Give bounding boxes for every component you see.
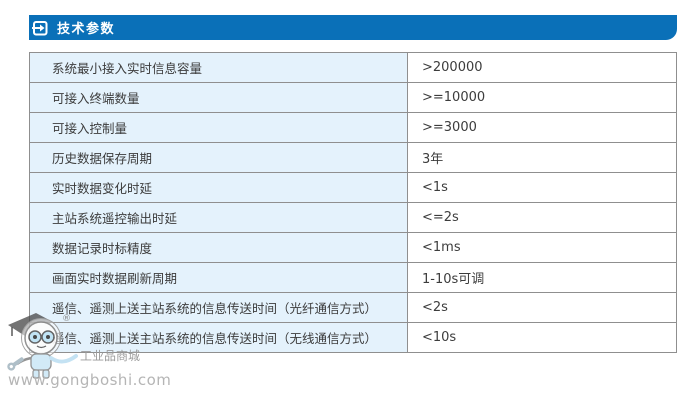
table-row: 系统最小接入实时信息容量 >200000 <box>30 53 676 83</box>
spec-table: 系统最小接入实时信息容量 >200000 可接入终端数量 >=10000 可接入… <box>29 52 677 353</box>
param-value: <1ms <box>408 233 676 262</box>
param-label: 系统最小接入实时信息容量 <box>30 53 408 82</box>
table-row: 历史数据保存周期 3年 <box>30 143 676 173</box>
param-value: >=10000 <box>408 83 676 112</box>
param-value: <10s <box>408 323 676 352</box>
param-label: 遥信、遥测上送主站系统的信息传送时间（无线通信方式） <box>30 323 408 352</box>
table-row: 实时数据变化时延 <1s <box>30 173 676 203</box>
param-label: 实时数据变化时延 <box>30 173 408 202</box>
table-row: 遥信、遥测上送主站系统的信息传送时间（无线通信方式） <10s <box>30 323 676 353</box>
param-value: 3年 <box>408 143 676 172</box>
table-row: 数据记录时标精度 <1ms <box>30 233 676 263</box>
param-value: <2s <box>408 293 676 322</box>
param-label: 历史数据保存周期 <box>30 143 408 172</box>
param-value: <1s <box>408 173 676 202</box>
section-title: 技术参数 <box>57 22 116 37</box>
table-row: 可接入控制量 >=3000 <box>30 113 676 143</box>
param-label: 可接入控制量 <box>30 113 408 142</box>
param-label: 数据记录时标精度 <box>30 233 408 262</box>
enter-arrow-icon <box>32 20 48 35</box>
table-row: 画面实时数据刷新周期 1-10s可调 <box>30 263 676 293</box>
param-value: >200000 <box>408 53 676 82</box>
watermark-url-label: www.gongboshi.com <box>8 371 172 389</box>
table-row: 可接入终端数量 >=10000 <box>30 83 676 113</box>
param-value: <=2s <box>408 203 676 232</box>
param-label: 遥信、遥测上送主站系统的信息传送时间（光纤通信方式） <box>30 293 408 322</box>
param-value: >=3000 <box>408 113 676 142</box>
section-header-bar: 技术参数 <box>29 15 677 40</box>
param-label: 可接入终端数量 <box>30 83 408 112</box>
param-value: 1-10s可调 <box>408 263 676 292</box>
table-row: 遥信、遥测上送主站系统的信息传送时间（光纤通信方式） <2s <box>30 293 676 323</box>
param-label: 画面实时数据刷新周期 <box>30 263 408 292</box>
table-row: 主站系统遥控输出时延 <=2s <box>30 203 676 233</box>
param-label: 主站系统遥控输出时延 <box>30 203 408 232</box>
